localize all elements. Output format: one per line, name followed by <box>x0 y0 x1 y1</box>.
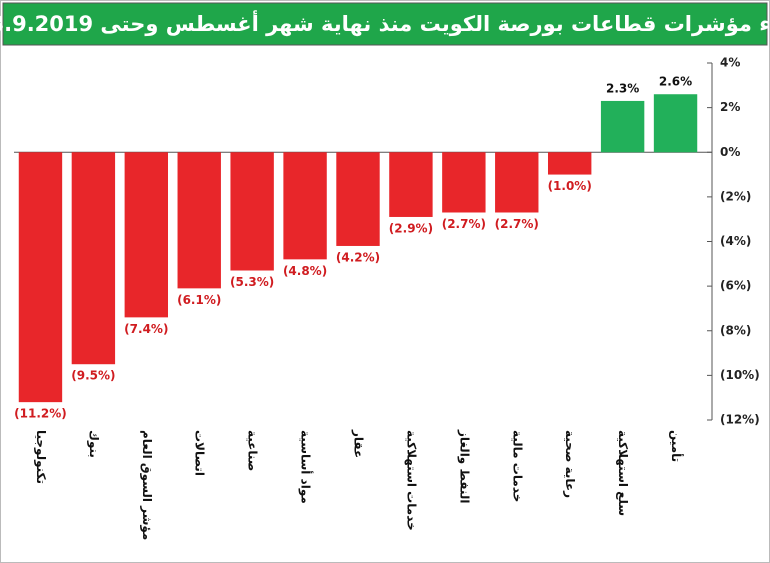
value-label: (1.0%) <box>548 179 592 193</box>
x-tick-label: تكنولوجيا <box>33 430 48 484</box>
bar <box>442 152 486 213</box>
value-label: (11.2%) <box>14 407 67 421</box>
x-tick-label: خدمات مالية <box>510 430 524 502</box>
bar <box>230 152 274 271</box>
x-tick-label: رعاية صحية <box>563 430 577 498</box>
bar <box>177 152 221 289</box>
title-banner <box>2 2 768 46</box>
bar <box>495 152 539 213</box>
bar <box>653 94 698 153</box>
value-label: (7.4%) <box>124 322 168 336</box>
x-tick-label: عقار <box>352 429 366 458</box>
bar <box>283 152 327 260</box>
bar <box>547 152 592 175</box>
value-label: (2.7%) <box>495 217 539 231</box>
y-tick-label: 4% <box>720 56 740 70</box>
bar <box>18 152 63 403</box>
bar <box>124 152 169 318</box>
value-label: 2.3% <box>606 81 639 95</box>
y-tick-label: (10%) <box>720 368 760 382</box>
bar <box>71 152 116 365</box>
y-tick-label: (2%) <box>720 189 751 203</box>
y-tick-label: (4%) <box>720 234 751 248</box>
y-tick-label: 0% <box>720 145 740 159</box>
bar <box>600 100 645 153</box>
y-tick-label: (6%) <box>720 279 751 293</box>
value-label: (5.3%) <box>230 275 274 289</box>
x-tick-label: مواد أساسية <box>298 430 314 504</box>
y-tick-label: (8%) <box>720 323 751 337</box>
value-label: (4.2%) <box>336 250 380 264</box>
chart-title: اداء مؤشرات قطاعات بورصة الكويت منذ نهاي… <box>0 9 770 36</box>
x-tick-label: النفط والغاز <box>456 429 471 503</box>
y-tick-label: (12%) <box>720 413 760 427</box>
x-tick-label: صناعية <box>246 430 260 471</box>
value-label: (6.1%) <box>177 293 221 307</box>
bar <box>389 152 433 217</box>
x-tick-label: خدمات استهلاكية <box>404 430 418 531</box>
x-tick-label: تأمين <box>669 430 684 462</box>
y-tick-label: 2% <box>720 100 740 114</box>
value-label: (2.7%) <box>442 217 486 231</box>
x-tick-label: بنوك <box>86 430 101 458</box>
x-tick-label: مؤشر السوق العام <box>139 430 154 540</box>
bar <box>336 152 380 246</box>
x-tick-label: اتصالات <box>193 430 207 476</box>
value-label: (2.9%) <box>389 221 433 235</box>
value-label: (9.5%) <box>71 369 115 383</box>
value-label: (4.8%) <box>283 264 327 278</box>
x-tick-label: سلع استهلاكية <box>616 430 630 516</box>
value-label: 2.6% <box>659 75 692 89</box>
